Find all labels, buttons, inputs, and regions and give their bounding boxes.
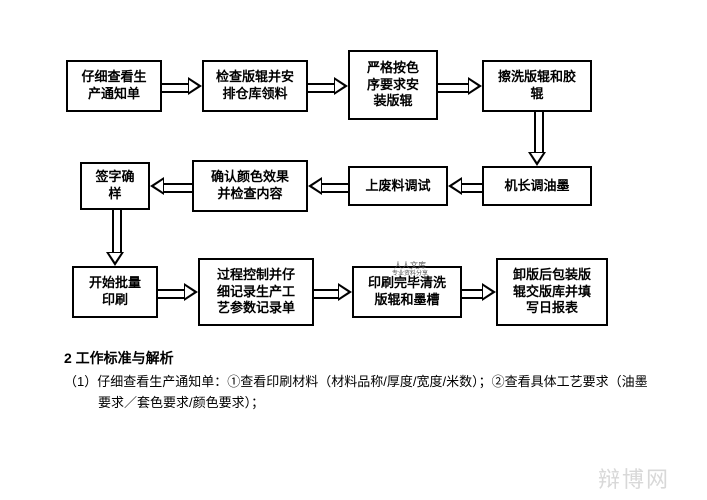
paragraph-1-line1: （1）仔细查看生产通知单：①查看印刷材料（材料品称/厚度/宽度/米数）；②查看具… — [64, 374, 648, 389]
flow-node-5: 机长调油墨 — [482, 166, 592, 206]
flow-node-12: 卸版后包装版辊交版库并填写日报表 — [496, 258, 608, 326]
flow-node-6: 上废料调试 — [348, 166, 448, 206]
flow-node-10: 过程控制并仔细记录生产工艺参数记录单 — [198, 258, 314, 326]
paragraph-1-line2: 要求／套色要求/颜色要求）； — [64, 393, 674, 414]
watermark-small-line1: 人人文库 — [380, 262, 440, 271]
flow-node-2: 检查版辊并安排仓库领料 — [202, 60, 308, 112]
flow-node-8: 签字确样 — [80, 162, 150, 210]
flow-node-3: 严格按色序要求安装版辊 — [348, 50, 438, 120]
section-heading: 2 工作标准与解析 — [64, 348, 174, 368]
watermark-small: 人人文库 专业资料分享 — [380, 262, 440, 277]
flow-node-1: 仔细查看生产通知单 — [66, 60, 162, 112]
flow-node-7: 确认颜色效果并检查内容 — [192, 160, 308, 212]
paragraph-1: （1）仔细查看生产通知单：①查看印刷材料（材料品称/厚度/宽度/米数）；②查看具… — [64, 372, 674, 414]
flow-node-4: 擦洗版辊和胶辊 — [482, 60, 592, 112]
flow-node-9: 开始批量印刷 — [72, 266, 158, 318]
watermark-big: 辩博网 — [598, 462, 670, 494]
watermark-small-line2: 专业资料分享 — [380, 271, 440, 278]
